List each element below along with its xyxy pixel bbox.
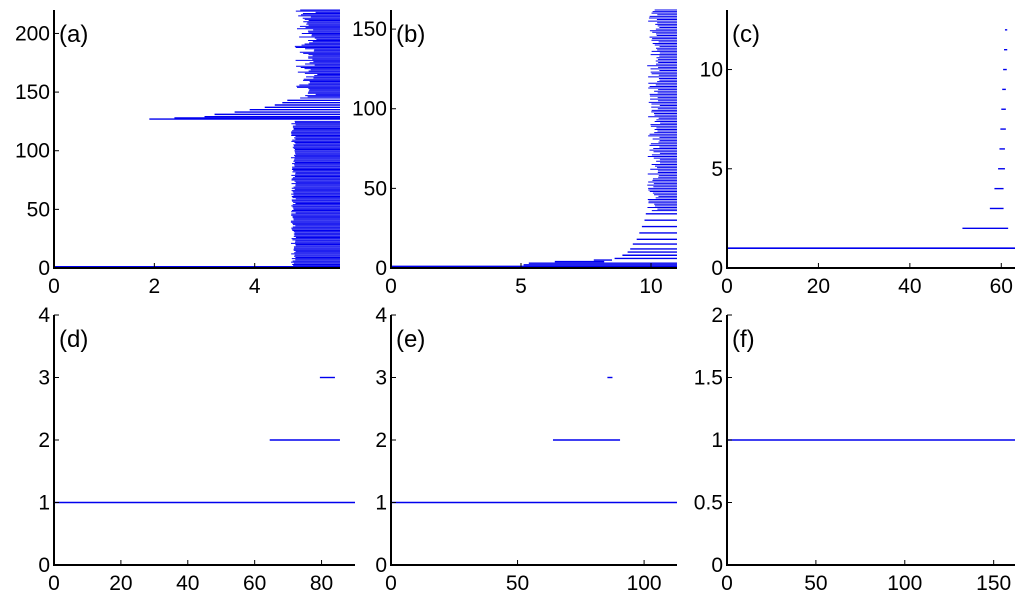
y-tick-label: 0 bbox=[711, 554, 723, 577]
panel-label: (c) bbox=[732, 21, 760, 48]
panel-e: 0 50 100 0 1 2 3 4 (e) bbox=[375, 304, 677, 595]
panel-label: (b) bbox=[396, 21, 425, 48]
barcode-bars bbox=[54, 9, 340, 268]
y-tick-label: 0 bbox=[38, 257, 50, 280]
y-tick-label: 1 bbox=[711, 429, 723, 452]
x-tick-label: 0 bbox=[721, 275, 733, 298]
y-tick-label: 3 bbox=[375, 367, 387, 390]
x-tick-label: 0 bbox=[721, 572, 733, 595]
y-tick-label: 3 bbox=[38, 367, 50, 390]
barcode-bars bbox=[391, 9, 677, 268]
y-tick-label: 1 bbox=[375, 492, 387, 515]
panel-d: 0 20 40 60 80 0 1 2 3 4 (d) bbox=[38, 304, 355, 595]
x-tick-label: 50 bbox=[506, 572, 529, 595]
y-tick-label: 0 bbox=[375, 554, 387, 577]
x-tick-label: 5 bbox=[515, 275, 527, 298]
x-tick-label: 4 bbox=[249, 275, 261, 298]
y-tick-label: 2 bbox=[711, 304, 723, 327]
y-tick-label: 0.5 bbox=[694, 492, 723, 515]
x-tick-label: 60 bbox=[990, 275, 1013, 298]
y-tick-label: 2 bbox=[38, 429, 50, 452]
y-tick-label: 0 bbox=[711, 257, 723, 280]
barcode-bars bbox=[391, 376, 677, 504]
panel-c: 0 20 40 60 0 5 10 (c) bbox=[700, 10, 1015, 298]
x-tick-label: 0 bbox=[385, 275, 397, 298]
x-tick-label: 2 bbox=[149, 275, 161, 298]
x-tick-label: 0 bbox=[48, 572, 60, 595]
y-tick-label: 150 bbox=[15, 81, 50, 104]
y-tick-label: 10 bbox=[700, 59, 723, 82]
x-tick-label: 50 bbox=[804, 572, 827, 595]
y-tick-label: 4 bbox=[375, 304, 387, 327]
x-tick-label: 60 bbox=[243, 572, 266, 595]
y-tick-label: 200 bbox=[15, 22, 50, 45]
y-tick-label: 50 bbox=[27, 198, 50, 221]
x-tick-label: 20 bbox=[807, 275, 830, 298]
y-tick-label: 1 bbox=[38, 492, 50, 515]
panel-label: (d) bbox=[59, 326, 88, 353]
x-tick-label: 10 bbox=[639, 275, 662, 298]
panel-label: (e) bbox=[396, 326, 425, 353]
x-tick-label: 0 bbox=[48, 275, 60, 298]
y-tick-label: 5 bbox=[711, 158, 723, 181]
y-tick-label: 0 bbox=[375, 257, 387, 280]
x-tick-label: 150 bbox=[976, 572, 1011, 595]
y-tick-label: 100 bbox=[15, 140, 50, 163]
y-tick-label: 2 bbox=[375, 429, 387, 452]
y-tick-label: 150 bbox=[352, 18, 387, 41]
y-tick-label: 50 bbox=[364, 177, 387, 200]
x-tick-label: 40 bbox=[898, 275, 921, 298]
barcode-bars bbox=[54, 376, 355, 504]
y-tick-label: 100 bbox=[352, 98, 387, 121]
panel-f: 0 50 100 150 0 0.5 1 1.5 2 (f) bbox=[694, 304, 1015, 595]
x-tick-label: 40 bbox=[176, 572, 199, 595]
y-tick-label: 4 bbox=[38, 304, 50, 327]
y-tick-label: 1.5 bbox=[694, 367, 723, 390]
y-tick-label: 0 bbox=[38, 554, 50, 577]
x-tick-label: 80 bbox=[310, 572, 333, 595]
panel-label: (f) bbox=[732, 326, 755, 353]
barcode-bars bbox=[727, 29, 1015, 249]
x-tick-label: 0 bbox=[385, 572, 397, 595]
x-tick-label: 20 bbox=[109, 572, 132, 595]
x-tick-label: 100 bbox=[627, 572, 662, 595]
x-tick-label: 100 bbox=[887, 572, 922, 595]
panel-label: (a) bbox=[59, 21, 88, 48]
panel-a: 0 2 4 0 50 100 150 200 (a) bbox=[15, 9, 340, 298]
